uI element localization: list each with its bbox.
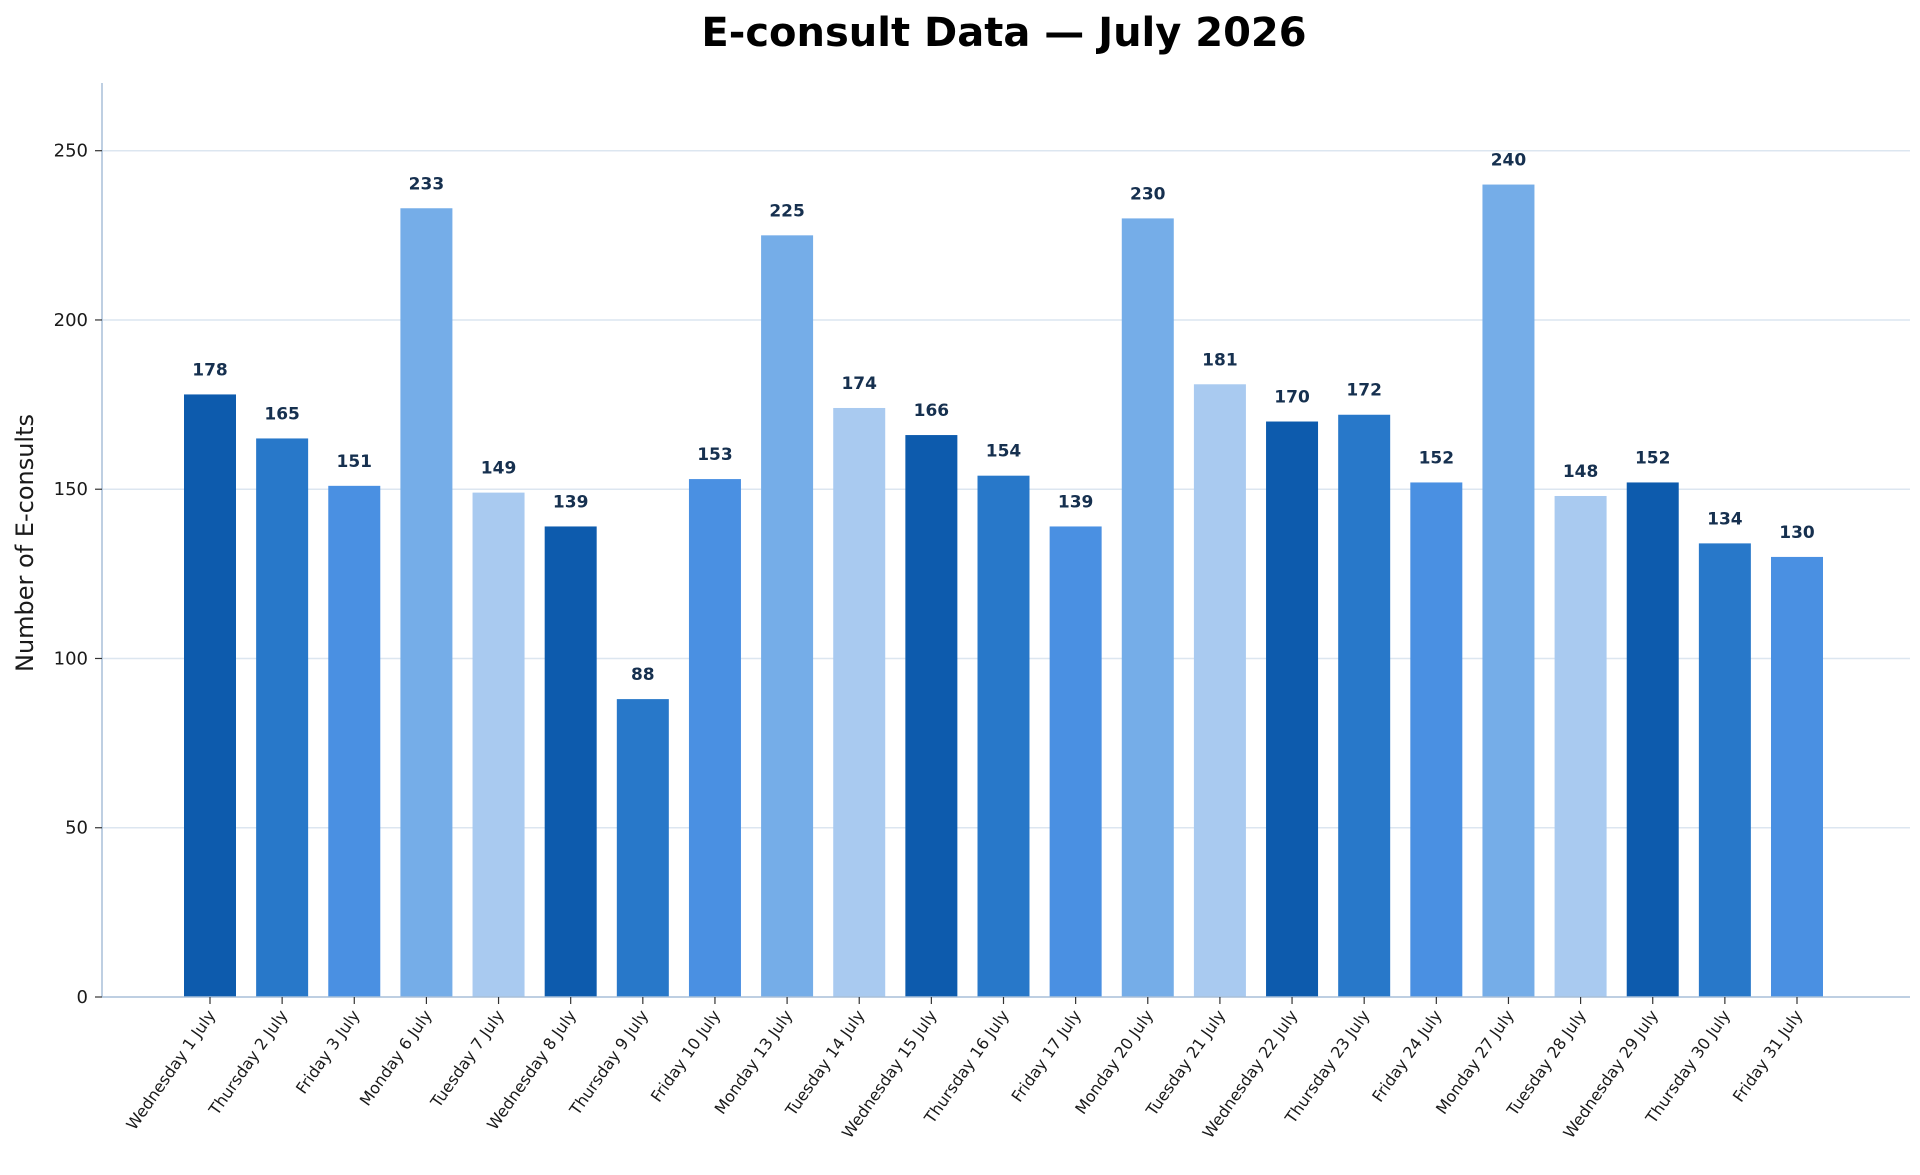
- value-label-tuesday-7-july: 149: [481, 459, 517, 479]
- value-label-monday-27-july: 240: [1491, 151, 1527, 171]
- value-label-monday-20-july: 230: [1130, 184, 1166, 204]
- value-label-monday-6-july: 233: [409, 174, 445, 194]
- bar-wednesday-8-july: [544, 526, 597, 997]
- bars: [184, 184, 1823, 998]
- value-label-friday-24-july: 152: [1419, 448, 1455, 468]
- bar-monday-27-july: [1482, 184, 1535, 998]
- bar-wednesday-15-july: [905, 435, 958, 997]
- x-tick-label-thursday-2-july: Thursday 2 July: [204, 1006, 291, 1119]
- bar-friday-10-july: [688, 479, 741, 998]
- x-tick-label-friday-17-july: Friday 17 July: [1008, 1006, 1085, 1105]
- y-tick-label-200: 200: [54, 310, 88, 331]
- value-label-wednesday-8-july: 139: [553, 492, 589, 512]
- y-tick-label-100: 100: [54, 648, 88, 669]
- bar-friday-31-july: [1771, 556, 1823, 997]
- value-label-thursday-30-july: 134: [1707, 509, 1743, 529]
- bar-thursday-23-july: [1338, 414, 1391, 997]
- value-label-friday-3-july: 151: [337, 452, 373, 472]
- x-tick-label-tuesday-7-july: Tuesday 7 July: [426, 1006, 508, 1111]
- value-label-thursday-2-july: 165: [264, 404, 300, 424]
- bar-wednesday-29-july: [1626, 482, 1679, 997]
- bar-tuesday-21-july: [1193, 384, 1246, 997]
- bar-friday-24-july: [1410, 482, 1463, 997]
- bar-thursday-2-july: [256, 438, 309, 997]
- bar-monday-6-july: [400, 208, 453, 998]
- y-tick-label-50: 50: [65, 818, 88, 839]
- bar-monday-20-july: [1121, 218, 1174, 997]
- value-label-monday-13-july: 225: [769, 201, 805, 221]
- bar-monday-13-july: [761, 235, 814, 998]
- value-label-thursday-9-july: 88: [631, 665, 655, 685]
- x-tick-label-monday-20-july: Monday 20 July: [1071, 1006, 1157, 1117]
- value-label-friday-17-july: 139: [1058, 492, 1094, 512]
- bar-wednesday-22-july: [1266, 421, 1319, 997]
- bar-thursday-9-july: [616, 699, 669, 997]
- y-axis-ticks: 0 50 100 150 200 250: [54, 141, 102, 1008]
- bar-wednesday-1-july: [184, 394, 236, 998]
- x-tick-label-friday-24-july: Friday 24 July: [1368, 1006, 1445, 1105]
- value-label-wednesday-15-july: 166: [914, 401, 950, 421]
- bar-friday-17-july: [1049, 526, 1102, 997]
- x-tick-label-tuesday-14-july: Tuesday 14 July: [781, 1006, 868, 1120]
- x-tick-label-monday-6-july: Monday 6 July: [356, 1006, 436, 1109]
- chart-title: E-consult Data — July 2026: [701, 10, 1306, 56]
- value-label-friday-31-july: 130: [1779, 523, 1815, 543]
- bar-thursday-30-july: [1698, 543, 1751, 997]
- value-label-tuesday-28-july: 148: [1563, 462, 1599, 482]
- value-label-wednesday-1-july: 178: [192, 360, 228, 380]
- bar-thursday-16-july: [977, 475, 1030, 997]
- value-label-wednesday-29-july: 152: [1635, 448, 1671, 468]
- y-tick-label-250: 250: [54, 141, 88, 162]
- y-axis-label: Number of E-consults: [11, 414, 39, 672]
- x-tick-label-friday-10-july: Friday 10 July: [647, 1006, 724, 1105]
- x-tick-label-wednesday-1-july: Wednesday 1 July: [122, 1006, 219, 1133]
- x-tick-label-monday-13-july: Monday 13 July: [711, 1006, 797, 1117]
- bar-friday-3-july: [328, 485, 381, 997]
- y-tick-label-0: 0: [77, 987, 88, 1008]
- x-tick-label-monday-27-july: Monday 27 July: [1432, 1006, 1518, 1117]
- x-tick-label-thursday-9-july: Thursday 9 July: [565, 1006, 652, 1119]
- x-tick-label-tuesday-21-july: Tuesday 21 July: [1142, 1006, 1229, 1120]
- value-label-tuesday-21-july: 181: [1202, 350, 1238, 370]
- value-label-tuesday-14-july: 174: [841, 374, 877, 394]
- bar-tuesday-28-july: [1554, 495, 1607, 997]
- bar-tuesday-7-july: [472, 492, 525, 997]
- value-label-friday-10-july: 153: [697, 445, 733, 465]
- x-tick-label-tuesday-28-july: Tuesday 28 July: [1502, 1006, 1589, 1120]
- x-tick-label-friday-3-july: Friday 3 July: [292, 1006, 364, 1097]
- value-label-wednesday-22-july: 170: [1274, 388, 1310, 408]
- bar-tuesday-14-july: [833, 407, 886, 997]
- axes: [101, 83, 1910, 998]
- value-labels: 178 165 151 233 149 139 88 153 225 174 166 154 139 23…: [192, 151, 1815, 686]
- value-label-thursday-23-july: 172: [1346, 381, 1382, 401]
- y-tick-label-150: 150: [54, 479, 88, 500]
- x-tick-label-friday-31-july: Friday 31 July: [1729, 1006, 1806, 1105]
- value-label-thursday-16-july: 154: [986, 442, 1022, 462]
